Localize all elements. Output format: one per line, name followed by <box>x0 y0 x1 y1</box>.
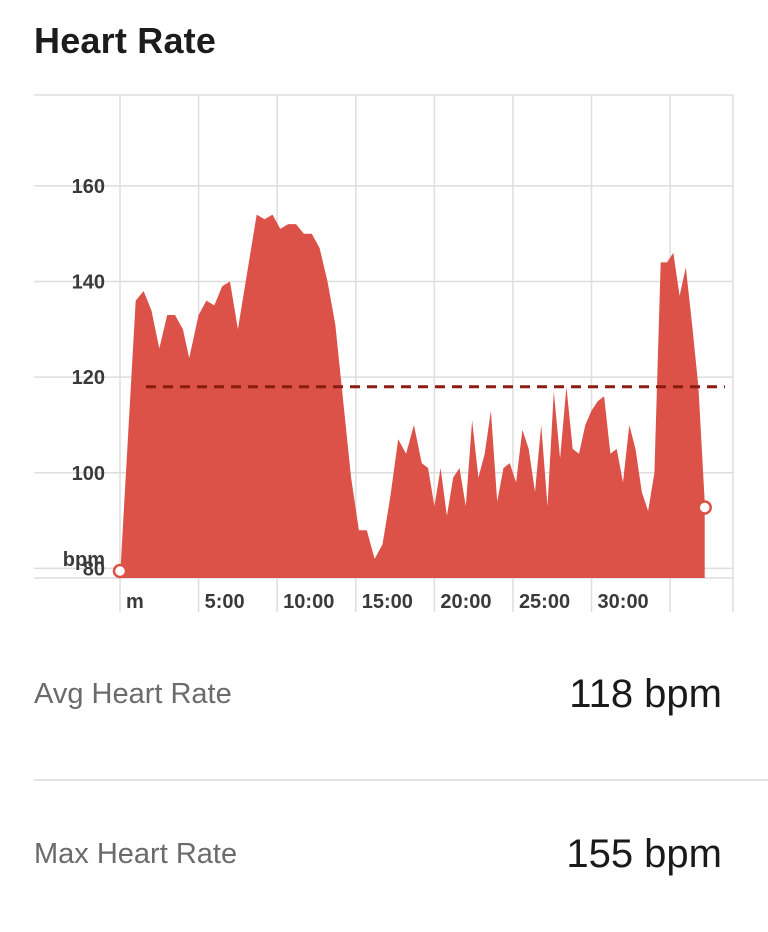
avg-heart-rate-row: Avg Heart Rate 118 bpm <box>34 672 722 717</box>
y-axis-unit: bpm <box>63 549 105 571</box>
x-tick-label: 30:00 <box>598 591 649 613</box>
y-tick-label: 160 <box>72 176 105 198</box>
max-heart-rate-value: 155 bpm <box>566 832 722 876</box>
heart-rate-chart: 160 140 120 100 80 bpm m 5:00 10:00 15:00 20:00 2… <box>34 94 734 613</box>
y-tick-label: 120 <box>72 367 105 389</box>
max-heart-rate-label: Max Heart Rate <box>34 838 238 870</box>
x-tick-label: m <box>126 591 144 613</box>
avg-heart-rate-label: Avg Heart Rate <box>34 678 232 710</box>
x-tick-label: 25:00 <box>519 591 570 613</box>
stats-divider <box>34 779 768 781</box>
y-tick-label: 80 <box>83 558 105 580</box>
avg-heart-rate-value: 118 bpm <box>569 672 722 716</box>
max-heart-rate-row: Max Heart Rate 155 bpm <box>34 832 722 877</box>
x-tick-label: 20:00 <box>440 591 491 613</box>
x-tick-label: 10:00 <box>283 591 334 613</box>
y-tick-label: 140 <box>72 272 105 294</box>
heart-rate-area <box>120 214 705 578</box>
start-point-marker <box>112 563 128 579</box>
y-axis-labels: 160 140 120 100 80 <box>72 176 105 581</box>
end-point-marker <box>697 500 712 515</box>
x-axis-labels: m 5:00 10:00 15:00 20:00 25:00 30:00 <box>126 591 649 613</box>
x-tick-label: 5:00 <box>205 591 245 613</box>
page-title: Heart Rate <box>34 20 217 61</box>
y-tick-label: 100 <box>72 463 105 485</box>
x-tick-label: 15:00 <box>362 591 413 613</box>
